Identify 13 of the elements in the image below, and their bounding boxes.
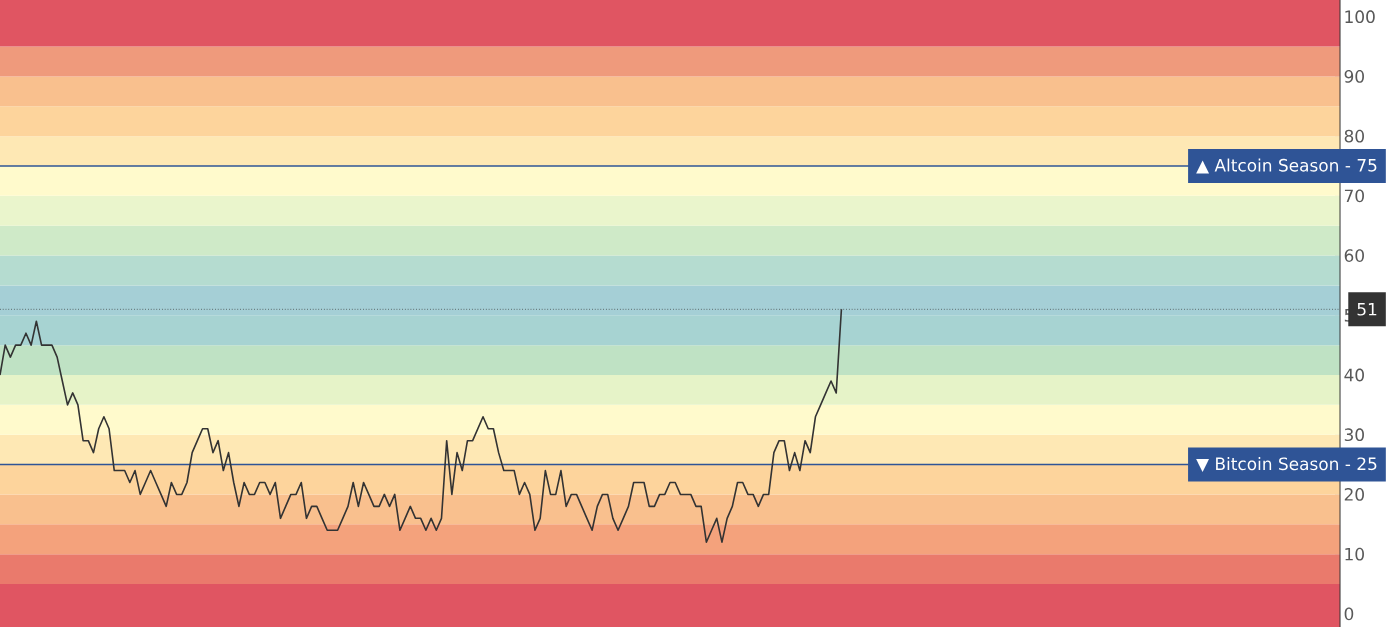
ref-line-label: ▲ Altcoin Season - 75 [1196, 158, 1377, 174]
y-tick-label: 70 [1344, 189, 1364, 203]
y-tick-label: 60 [1344, 249, 1364, 262]
y-tick-label: 80 [1344, 129, 1364, 143]
ref-line-label: ▼ Bitcoin Season - 25 [1196, 457, 1377, 473]
y-tick-label: 30 [1344, 428, 1364, 442]
y-tick-label: 90 [1344, 70, 1364, 83]
ref-line-label: 51 [1357, 303, 1377, 316]
y-tick-label: 0 [1344, 607, 1354, 621]
y-tick-label: 10 [1345, 547, 1364, 561]
y-tick-label: 100 [1345, 10, 1375, 24]
y-tick-label: 40 [1344, 368, 1364, 382]
y-tick-label: 20 [1344, 488, 1364, 501]
